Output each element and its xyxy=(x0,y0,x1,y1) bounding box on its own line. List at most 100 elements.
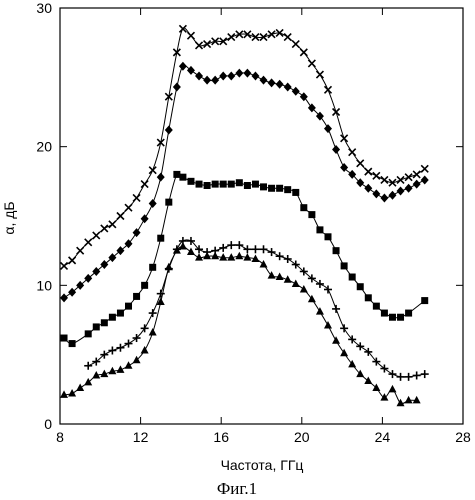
data-point xyxy=(324,124,332,133)
data-point xyxy=(252,181,259,188)
data-point xyxy=(228,34,235,41)
data-point xyxy=(397,176,404,183)
data-point xyxy=(195,253,203,261)
data-point xyxy=(381,176,388,183)
data-point xyxy=(405,373,413,381)
data-point xyxy=(365,294,372,301)
data-point xyxy=(84,274,92,283)
data-point xyxy=(109,221,116,228)
series-triangle xyxy=(60,242,421,406)
data-point xyxy=(219,244,227,252)
data-point xyxy=(157,139,164,146)
data-point xyxy=(332,305,340,313)
data-point xyxy=(212,181,219,188)
data-point xyxy=(204,41,211,48)
data-point xyxy=(165,126,173,135)
data-point xyxy=(300,285,308,293)
data-point xyxy=(397,187,405,196)
data-point xyxy=(244,182,251,189)
data-point xyxy=(373,172,380,179)
data-point xyxy=(413,171,420,178)
series-line xyxy=(64,246,417,403)
data-point xyxy=(77,247,84,254)
series-x xyxy=(61,25,429,269)
data-point xyxy=(149,328,157,336)
data-point xyxy=(149,264,156,271)
x-tick-label: 8 xyxy=(56,429,64,445)
data-point xyxy=(276,252,284,260)
data-point xyxy=(284,83,292,92)
data-point xyxy=(340,324,348,332)
data-point xyxy=(141,181,148,188)
data-point xyxy=(324,321,332,329)
series-line xyxy=(64,65,425,297)
y-tick-label: 10 xyxy=(36,277,52,293)
data-point xyxy=(173,83,181,92)
data-point xyxy=(157,235,164,242)
data-point xyxy=(133,228,141,237)
data-point xyxy=(243,245,251,253)
data-point xyxy=(372,383,380,391)
data-point xyxy=(93,323,100,330)
data-point xyxy=(196,181,203,188)
data-point xyxy=(284,186,291,193)
data-point xyxy=(356,342,364,350)
data-point xyxy=(251,245,259,253)
data-point xyxy=(389,314,396,321)
data-point xyxy=(405,310,412,317)
data-point xyxy=(388,191,396,200)
data-point xyxy=(117,310,124,317)
data-point xyxy=(141,214,149,223)
data-point xyxy=(324,86,331,93)
data-point xyxy=(413,371,421,379)
y-tick-label: 20 xyxy=(36,139,52,155)
data-point xyxy=(187,248,195,256)
data-point xyxy=(349,149,356,156)
data-point xyxy=(228,181,235,188)
data-point xyxy=(108,347,116,355)
data-point xyxy=(133,293,140,300)
data-point xyxy=(149,167,156,174)
data-point xyxy=(316,226,323,233)
data-point xyxy=(141,282,148,289)
data-point xyxy=(141,324,149,332)
data-point xyxy=(187,178,194,185)
data-point xyxy=(116,246,124,255)
data-point xyxy=(260,76,268,85)
data-point xyxy=(357,160,364,167)
data-point xyxy=(324,233,331,240)
data-point xyxy=(108,253,116,262)
data-point xyxy=(149,309,157,317)
data-point xyxy=(316,280,324,288)
data-point xyxy=(421,370,429,378)
data-point xyxy=(101,225,108,232)
data-point xyxy=(276,273,284,281)
figure-caption: Фиг.1 xyxy=(217,479,257,498)
data-point xyxy=(276,80,284,89)
data-point xyxy=(92,267,100,276)
data-point xyxy=(260,245,268,253)
y-tick-label: 0 xyxy=(44,416,52,432)
data-point xyxy=(397,373,405,381)
data-point xyxy=(61,335,68,342)
data-point xyxy=(125,303,132,310)
x-tick-label: 20 xyxy=(294,429,310,445)
data-point xyxy=(333,109,340,116)
data-point xyxy=(187,32,194,39)
data-point xyxy=(300,49,307,56)
x-tick-label: 28 xyxy=(455,429,471,445)
data-point xyxy=(308,60,315,67)
data-point xyxy=(117,213,124,220)
data-point xyxy=(364,377,372,385)
data-point xyxy=(165,199,172,206)
data-point xyxy=(235,252,243,260)
data-point xyxy=(211,76,219,85)
data-point xyxy=(61,262,68,269)
data-point xyxy=(69,257,76,264)
data-point xyxy=(421,175,429,184)
data-point xyxy=(235,69,243,78)
y-tick-label: 30 xyxy=(36,0,52,16)
data-point xyxy=(316,307,324,315)
x-tick-label: 16 xyxy=(213,429,229,445)
